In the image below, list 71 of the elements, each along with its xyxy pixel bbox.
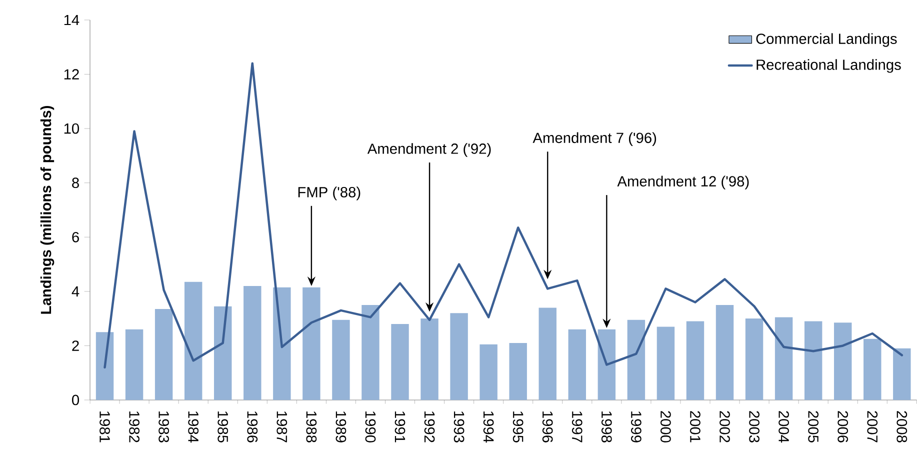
bar bbox=[214, 306, 232, 400]
y-axis-title: Landings (millions of pounds) bbox=[40, 106, 54, 314]
x-tick-label: 2001 bbox=[690, 411, 700, 442]
bar bbox=[745, 318, 764, 400]
x-tick-label: 2003 bbox=[749, 411, 760, 442]
x-tick-label: 2005 bbox=[808, 411, 819, 442]
bar bbox=[391, 324, 409, 400]
bar bbox=[450, 313, 468, 400]
x-tick-label: 1991 bbox=[394, 411, 406, 442]
x-tick-label: 2008 bbox=[896, 411, 908, 442]
x-tick-label: 1999 bbox=[630, 411, 642, 442]
x-tick-label: 1993 bbox=[454, 411, 464, 442]
bar bbox=[656, 326, 675, 400]
y-tick-label: 10 bbox=[64, 123, 80, 134]
annotation: Amendment 12 ('98) bbox=[617, 176, 749, 190]
bar bbox=[420, 318, 438, 400]
annotation: Amendment 7 ('96) bbox=[532, 132, 656, 146]
y-tick-label: 6 bbox=[72, 232, 79, 242]
bar bbox=[568, 329, 586, 400]
x-tick-label: 2006 bbox=[838, 411, 848, 442]
x-tick-label: 2004 bbox=[778, 411, 789, 443]
bar bbox=[154, 309, 173, 400]
bar bbox=[184, 282, 202, 400]
y-tick-label: 8 bbox=[72, 178, 79, 188]
x-tick-label: 1996 bbox=[542, 411, 553, 442]
x-tick-label: 1985 bbox=[218, 411, 228, 442]
x-tick-label: 1997 bbox=[572, 411, 582, 442]
bar bbox=[244, 286, 262, 400]
y-tick-label: 2 bbox=[72, 340, 79, 351]
y-tick-label: 12 bbox=[64, 69, 79, 80]
bar bbox=[332, 320, 350, 400]
legend-label: Recreational Landings bbox=[756, 59, 901, 73]
bar bbox=[893, 348, 911, 400]
x-tick-label: 1998 bbox=[601, 411, 612, 442]
y-tick-label: 14 bbox=[64, 14, 80, 26]
bar bbox=[96, 332, 114, 400]
x-tick-label: 1986 bbox=[247, 411, 258, 442]
x-tick-label: 2007 bbox=[867, 411, 878, 442]
x-tick-label: 1989 bbox=[336, 411, 346, 442]
bar bbox=[774, 317, 793, 400]
bar bbox=[362, 304, 380, 400]
bar bbox=[125, 329, 144, 400]
y-tick-label: 0 bbox=[72, 394, 80, 406]
bar bbox=[302, 287, 320, 400]
bar bbox=[598, 329, 616, 400]
legend-label: Commercial Landings bbox=[756, 33, 897, 47]
bar bbox=[480, 344, 498, 400]
x-tick-label: 1992 bbox=[424, 411, 435, 442]
x-tick-label: 1984 bbox=[188, 411, 199, 443]
x-tick-label: 2002 bbox=[720, 411, 730, 442]
bar bbox=[864, 338, 882, 400]
x-tick-label: 1983 bbox=[158, 411, 169, 442]
x-tick-label: 1982 bbox=[129, 411, 140, 442]
y-tick-label: 4 bbox=[72, 286, 80, 296]
bar bbox=[273, 287, 291, 400]
x-tick-label: 1981 bbox=[100, 411, 110, 442]
annotation: FMP ('88) bbox=[298, 186, 360, 200]
x-tick-label: 2000 bbox=[660, 411, 671, 442]
bar bbox=[509, 342, 527, 400]
annotation: Amendment 2 ('92) bbox=[367, 143, 491, 157]
bar bbox=[538, 308, 556, 400]
x-tick-label: 1994 bbox=[483, 411, 494, 443]
bar bbox=[834, 322, 852, 400]
bar bbox=[627, 320, 646, 400]
bar bbox=[716, 304, 734, 400]
bar bbox=[686, 321, 704, 400]
x-tick-label: 1988 bbox=[306, 411, 317, 442]
bar bbox=[804, 321, 822, 400]
x-tick-label: 1990 bbox=[365, 411, 376, 442]
x-tick-label: 1987 bbox=[276, 411, 288, 442]
x-tick-label: 1995 bbox=[512, 411, 524, 442]
